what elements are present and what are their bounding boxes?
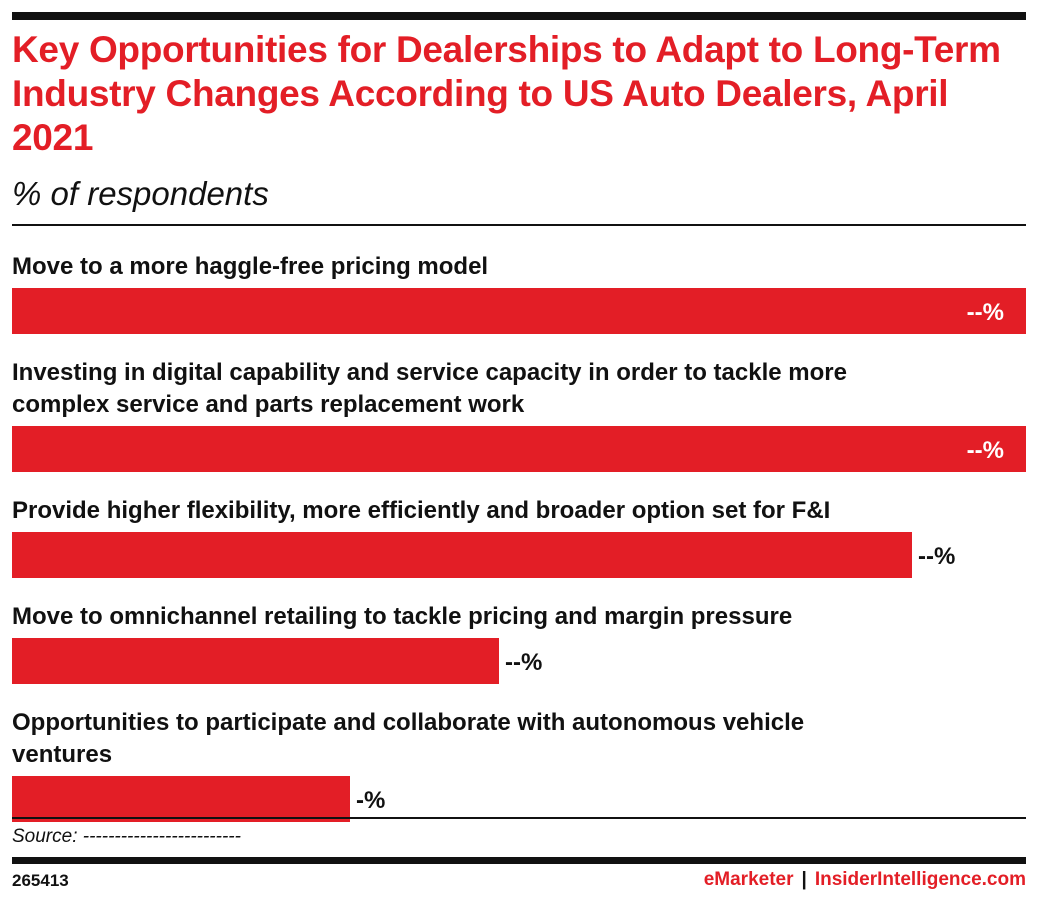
value-label-4: --% (505, 649, 542, 676)
footer-divider (12, 817, 1026, 819)
bar-3 (12, 532, 912, 578)
bar-label-3: Provide higher flexibility, more efficie… (12, 497, 830, 524)
chart-id: 265413 (12, 871, 69, 890)
bar-label-1: Move to a more haggle-free pricing model (12, 253, 488, 280)
bar-label-5: Opportunities to participate and collabo… (12, 709, 804, 768)
top-rule (12, 12, 1026, 20)
brand-line: eMarketer | InsiderIntelligence.com (704, 869, 1026, 891)
bar-5 (12, 776, 350, 822)
bar-2 (12, 426, 1026, 472)
value-label-5: -% (356, 787, 385, 814)
brand-separator: | (801, 869, 807, 890)
bar-1 (12, 288, 1026, 334)
bottom-rule (12, 857, 1026, 864)
source-note: Source: ------------------------- (12, 826, 241, 847)
value-label-2: --% (967, 437, 1004, 464)
value-label-1: --% (967, 299, 1004, 326)
value-label-3: --% (918, 543, 955, 570)
brand-emarketer: eMarketer (703, 869, 794, 890)
bar-4 (12, 638, 499, 684)
chart-title: Key Opportunities for Dealerships to Ada… (12, 29, 1001, 158)
chart-subtitle: % of respondents (12, 175, 269, 212)
brand-insider-intelligence-link[interactable]: InsiderIntelligence.com (814, 869, 1026, 890)
bar-label-2: Investing in digital capability and serv… (12, 359, 847, 418)
header-divider (12, 224, 1026, 226)
bar-label-4: Move to omnichannel retailing to tackle … (12, 603, 792, 630)
